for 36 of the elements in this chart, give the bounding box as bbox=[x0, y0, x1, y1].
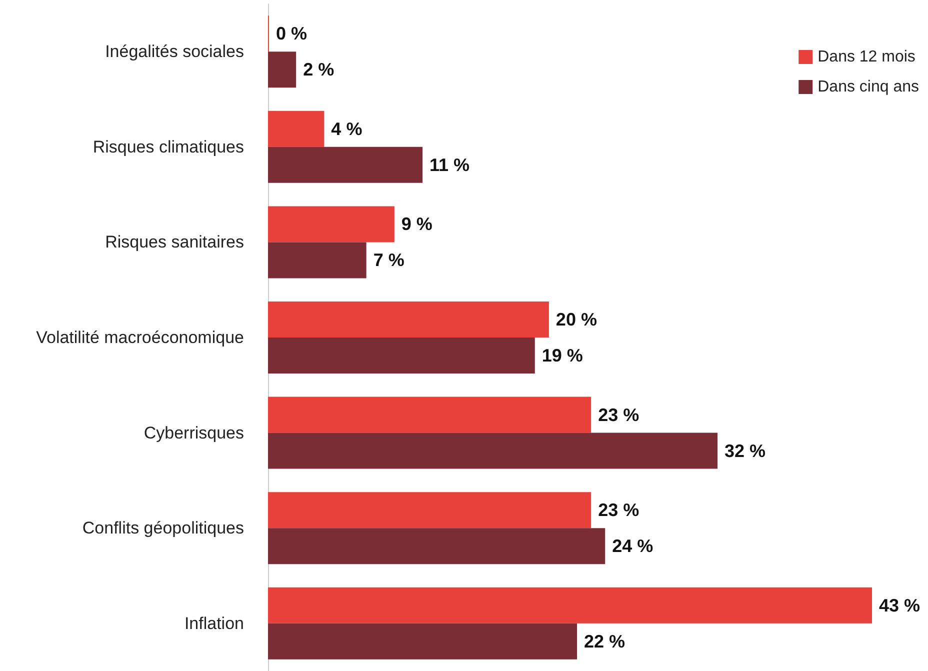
data-label: 32 % bbox=[724, 440, 766, 461]
bar bbox=[268, 587, 872, 624]
data-label: 9 % bbox=[401, 214, 432, 234]
data-label: 2 % bbox=[303, 60, 334, 80]
bar bbox=[268, 110, 324, 147]
bar bbox=[268, 623, 578, 660]
y-tick-label: Risques sanitaires bbox=[105, 232, 244, 252]
y-tick-label: Conflits géopolitiques bbox=[82, 518, 244, 538]
bar bbox=[268, 396, 592, 433]
y-tick-label: Volatilité macroéconomique bbox=[36, 328, 244, 347]
data-label: 22 % bbox=[584, 631, 626, 652]
bar bbox=[268, 528, 606, 564]
y-tick-label: Inégalités sociales bbox=[105, 42, 244, 62]
data-label: 4 % bbox=[331, 118, 362, 139]
data-label: 20 % bbox=[556, 310, 597, 330]
bar bbox=[268, 242, 366, 278]
data-label: 0 % bbox=[276, 24, 308, 44]
bar bbox=[268, 206, 394, 242]
data-label: 19 % bbox=[542, 346, 583, 366]
y-tick-label: Cyberrisques bbox=[144, 423, 244, 442]
bar bbox=[268, 146, 423, 183]
bar bbox=[268, 432, 718, 469]
bar bbox=[268, 52, 296, 88]
data-label: 23 % bbox=[598, 500, 640, 520]
data-label: 43 % bbox=[879, 595, 920, 616]
data-label: 7 % bbox=[373, 250, 404, 270]
legend-label: Dans 12 mois bbox=[818, 48, 916, 66]
y-tick-label: Inflation bbox=[184, 614, 244, 633]
data-label: 24 % bbox=[612, 536, 654, 556]
bar bbox=[268, 302, 549, 338]
data-label: 23 % bbox=[598, 404, 640, 425]
bar bbox=[268, 338, 535, 374]
y-tick-label: Risques climatiques bbox=[92, 137, 244, 156]
bar bbox=[268, 492, 592, 528]
legend-label: Dans cinq ans bbox=[818, 78, 919, 96]
data-label: 11 % bbox=[430, 154, 470, 175]
